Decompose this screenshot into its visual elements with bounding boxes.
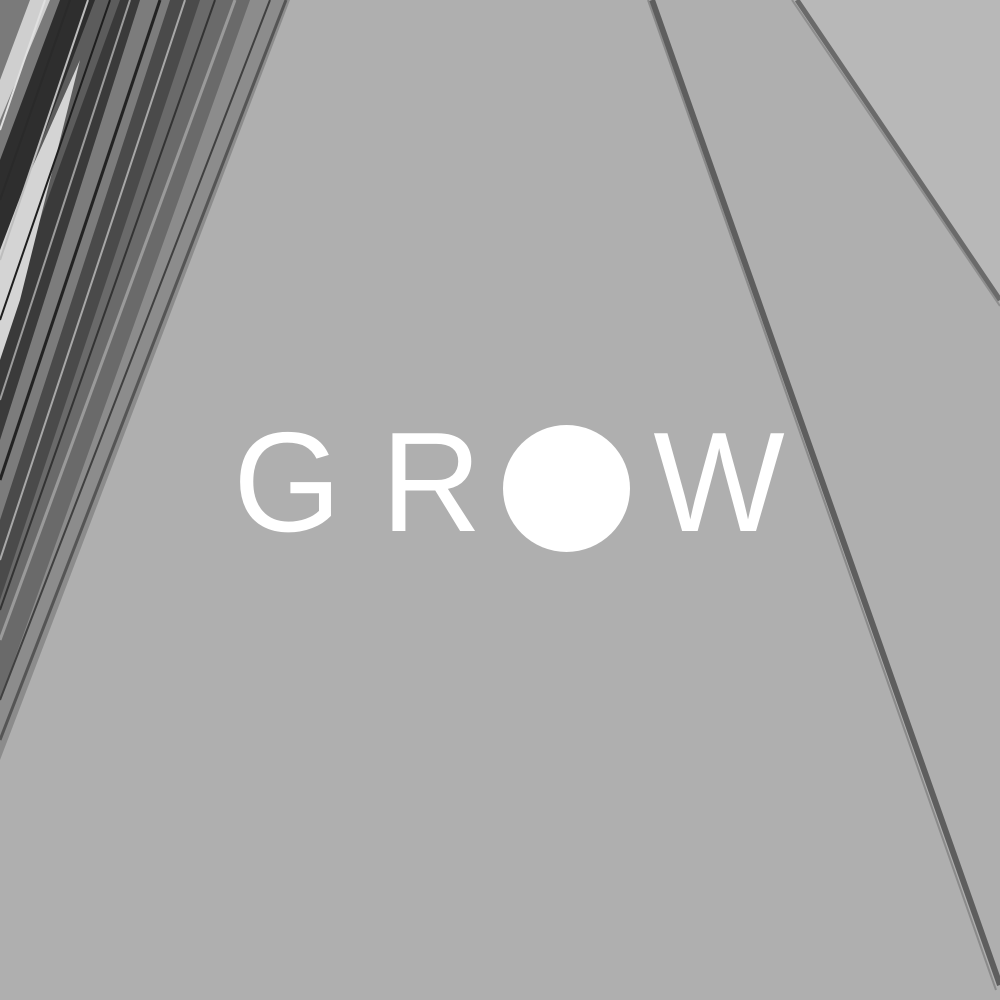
- right-diagonal-line-1b: [647, 0, 997, 991]
- right-diagonal-line-2b: [791, 0, 1000, 307]
- grow-logo: G R W: [232, 412, 786, 554]
- right-diagonal-line-1: [649, 0, 1000, 986]
- logo-dot-o: [503, 424, 631, 552]
- left-stripe-cluster: [0, 0, 290, 760]
- logo-letter-r: R: [381, 403, 482, 562]
- logo-letter-g: G: [233, 403, 342, 562]
- logo-letter-w: W: [653, 403, 785, 562]
- right-diagonal-line-2: [794, 0, 1000, 302]
